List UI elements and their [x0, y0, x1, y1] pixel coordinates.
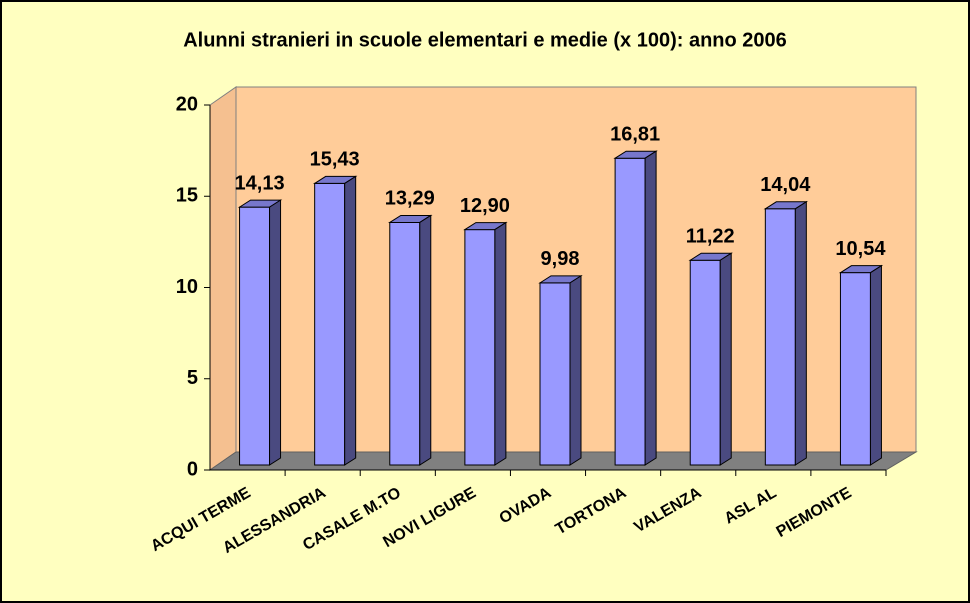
- value-label: 11,22: [686, 226, 735, 248]
- bar: [538, 274, 583, 466]
- value-label: 12,90: [460, 195, 510, 217]
- bar-face: [614, 157, 646, 466]
- bar-face: [764, 208, 796, 466]
- y-tick-label: 5: [187, 367, 198, 389]
- bar: [688, 252, 733, 466]
- bar-face: [569, 274, 582, 466]
- bar-face: [494, 221, 507, 466]
- bar-face: [869, 264, 882, 466]
- bar-face: [389, 221, 421, 466]
- bar-face: [269, 199, 282, 466]
- bar-face: [689, 259, 721, 466]
- bar: [763, 200, 809, 466]
- y-tick-label: 10: [176, 276, 198, 298]
- y-tick-label: 20: [176, 93, 198, 115]
- bar: [237, 199, 283, 466]
- value-label: 14,04: [760, 174, 811, 196]
- bar-face: [539, 282, 571, 466]
- value-label: 13,29: [385, 188, 435, 210]
- bar-face: [644, 150, 657, 466]
- value-label: 9,98: [541, 248, 580, 270]
- bar-face: [344, 175, 357, 466]
- y-tick-label: 0: [187, 458, 198, 480]
- bar: [613, 150, 658, 466]
- chart-title: Alunni stranieri in scuole elementari e …: [183, 29, 787, 51]
- side-wall: [209, 86, 237, 471]
- bar-face: [794, 200, 807, 466]
- value-label: 16,81: [610, 123, 660, 145]
- bar-face: [419, 214, 432, 466]
- value-label: 10,54: [835, 238, 886, 260]
- value-label: 15,43: [310, 149, 360, 171]
- value-label: 14,13: [235, 172, 285, 194]
- y-tick-label: 15: [176, 185, 198, 207]
- bar-face: [719, 252, 732, 466]
- bar: [312, 175, 358, 466]
- bar-face: [464, 229, 496, 466]
- bar: [388, 214, 433, 466]
- bar-face: [839, 272, 871, 466]
- bar-face: [314, 182, 346, 466]
- bar-face: [239, 206, 271, 466]
- bar: [838, 264, 884, 466]
- bar: [463, 221, 508, 466]
